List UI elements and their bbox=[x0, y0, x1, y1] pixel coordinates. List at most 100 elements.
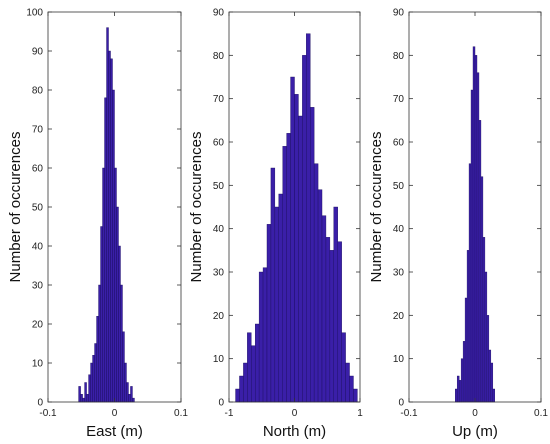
histogram-bar bbox=[96, 316, 99, 403]
y-tick-label: 20 bbox=[213, 311, 225, 322]
histogram-bar bbox=[458, 380, 462, 403]
histogram-bar bbox=[464, 297, 468, 403]
x-tick-label: -1 bbox=[225, 408, 234, 419]
histogram-bar bbox=[460, 358, 464, 403]
y-tick-label: 40 bbox=[213, 224, 225, 235]
histogram-bar bbox=[126, 382, 129, 403]
histogram-bar bbox=[130, 386, 133, 403]
histogram-bar bbox=[112, 89, 115, 403]
histogram-bar bbox=[104, 97, 107, 403]
histogram-bar bbox=[102, 167, 105, 403]
y-tick-label: 0 bbox=[398, 398, 404, 409]
histogram-bar bbox=[98, 284, 101, 403]
y-tick-label: 60 bbox=[32, 164, 44, 175]
y-tick-label: 60 bbox=[393, 138, 405, 149]
histogram-bar bbox=[470, 89, 474, 403]
histogram-bar bbox=[325, 237, 331, 403]
histogram-bar bbox=[313, 163, 319, 403]
y-tick-label: 20 bbox=[393, 311, 405, 322]
histogram-bar bbox=[484, 271, 488, 403]
histogram-bar bbox=[120, 284, 123, 403]
histogram-bar bbox=[337, 241, 342, 403]
y-tick-label: 10 bbox=[213, 354, 225, 365]
histogram-bar bbox=[78, 386, 81, 403]
histogram-bar bbox=[274, 206, 279, 403]
histogram-bar bbox=[490, 362, 494, 403]
histogram-bar bbox=[108, 50, 111, 403]
x-tick-label: 0 bbox=[112, 408, 118, 419]
histogram-bar bbox=[472, 46, 476, 403]
histogram-bar bbox=[462, 341, 466, 403]
x-tick-label: 1 bbox=[357, 408, 363, 419]
histogram-bar bbox=[266, 224, 272, 403]
y-tick-label: 10 bbox=[393, 354, 405, 365]
histogram-bar bbox=[329, 250, 334, 403]
histogram-bar bbox=[100, 226, 103, 403]
histogram-bar bbox=[456, 375, 460, 403]
histogram-bar bbox=[118, 245, 121, 403]
histogram-bar bbox=[235, 388, 240, 403]
histogram-bar bbox=[90, 362, 93, 403]
x-tick-label: 0 bbox=[472, 408, 478, 419]
histogram-bar bbox=[349, 375, 354, 403]
y-tick-label: 0 bbox=[37, 398, 43, 409]
histogram-bar bbox=[243, 362, 248, 403]
histogram-bar bbox=[306, 33, 311, 403]
y-tick-label: 100 bbox=[26, 8, 43, 19]
y-tick-label: 90 bbox=[213, 8, 225, 19]
y-tick-label: 40 bbox=[32, 242, 44, 253]
y-tick-label: 80 bbox=[213, 51, 225, 62]
histogram-bar bbox=[476, 72, 480, 403]
y-tick-label: 10 bbox=[32, 359, 44, 370]
histogram-bar bbox=[474, 55, 478, 403]
y-tick-label: 60 bbox=[213, 138, 225, 149]
histogram-bar bbox=[478, 120, 482, 403]
y-tick-label: 90 bbox=[32, 47, 44, 58]
histogram-bar bbox=[239, 375, 244, 403]
histogram-bar bbox=[278, 193, 283, 403]
y-axis-label: Number of occurences bbox=[7, 132, 24, 283]
histogram-bar bbox=[116, 206, 119, 403]
histogram-bar bbox=[492, 388, 496, 403]
histogram-bar bbox=[251, 345, 256, 403]
y-tick-label: 70 bbox=[32, 125, 44, 136]
x-axis-label: North (m) bbox=[263, 423, 326, 440]
histogram-bar bbox=[128, 394, 131, 403]
histogram-bar bbox=[294, 94, 299, 403]
histogram-bar bbox=[258, 271, 264, 403]
x-tick-label: 0.1 bbox=[174, 408, 188, 419]
y-tick-label: 30 bbox=[393, 268, 405, 279]
histogram-bar bbox=[286, 133, 291, 403]
x-axis-label: East (m) bbox=[86, 423, 143, 440]
histogram-bar bbox=[124, 362, 127, 403]
histogram-bar bbox=[290, 76, 295, 403]
histogram-bar bbox=[345, 362, 350, 403]
y-tick-label: 90 bbox=[393, 8, 405, 19]
histogram-bar bbox=[106, 27, 109, 403]
histogram-bar bbox=[321, 215, 327, 403]
histogram-bar bbox=[488, 349, 492, 403]
x-axis-label: Up (m) bbox=[452, 423, 498, 440]
histogram-bar bbox=[110, 58, 113, 403]
histogram-bar bbox=[282, 146, 287, 403]
y-tick-label: 50 bbox=[393, 181, 405, 192]
histogram-bar bbox=[122, 331, 125, 403]
histogram-bar bbox=[455, 388, 458, 403]
histogram-bar bbox=[80, 394, 83, 403]
x-tick-label: 0.1 bbox=[534, 408, 548, 419]
histogram-bar bbox=[353, 388, 358, 403]
histogram-bar bbox=[94, 343, 97, 403]
histogram-bar bbox=[262, 267, 268, 403]
histogram-bar bbox=[82, 397, 85, 403]
histogram-bar bbox=[114, 167, 117, 403]
histogram-bar bbox=[341, 332, 346, 403]
histogram-bar bbox=[333, 206, 338, 403]
y-tick-label: 30 bbox=[32, 281, 44, 292]
y-tick-label: 80 bbox=[32, 86, 44, 97]
x-tick-label: -0.1 bbox=[400, 408, 418, 419]
histogram-bar bbox=[254, 323, 260, 403]
histogram-bar bbox=[88, 374, 91, 403]
